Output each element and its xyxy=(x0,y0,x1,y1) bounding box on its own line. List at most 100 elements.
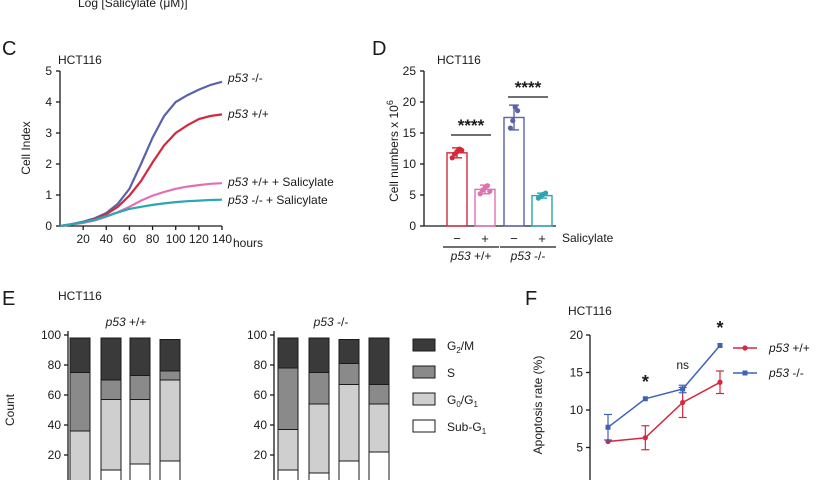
legend-marker-f xyxy=(742,370,748,376)
stack-segment-s-e xyxy=(100,379,122,400)
y-tick-label-d: 10 xyxy=(403,157,417,171)
stack-segment-g0g1-e xyxy=(129,399,151,465)
data-point-f xyxy=(642,396,648,402)
series-label-c: p53 +/+ xyxy=(227,107,269,121)
stack-segment-g2m-e xyxy=(338,339,360,364)
y-axis-label-d: Cell numbers x 106 xyxy=(385,100,401,202)
stack-segment-g2m-e xyxy=(277,337,299,369)
series-lines-c xyxy=(59,80,223,228)
x-tick-label-c: 100 xyxy=(166,232,186,246)
y-tick-label-d: 5 xyxy=(409,188,416,202)
top-caption: Log [Salicylate (μM)] xyxy=(78,0,188,10)
stack-segment-g2m-e xyxy=(159,339,181,372)
y-tick-label-e: 20 xyxy=(254,448,268,462)
data-point-f xyxy=(680,399,686,406)
stack-segment-g0g1-e xyxy=(308,403,330,474)
legend-label-e: G0/G1 xyxy=(447,393,478,409)
treatment-label-d: Salicylate xyxy=(562,231,614,245)
y-tick-label-e: 80 xyxy=(48,358,62,372)
axes-f: 5 10 15 20 xyxy=(570,328,591,480)
stack-segment-s-e xyxy=(69,372,91,432)
y-axis-label-c: Cell Index xyxy=(19,121,33,174)
y-tick-label-f: 20 xyxy=(570,328,584,342)
stack-segment-subg1-e xyxy=(159,460,181,480)
axes-c: 0 1 2 3 4 5 20 40 60 80 100 120 140 xyxy=(45,64,232,246)
y-tick-label-c: 3 xyxy=(45,126,52,140)
significance-d: **** **** xyxy=(451,78,548,136)
stack-segment-s-e xyxy=(308,372,330,405)
y-tick-label-e: 100 xyxy=(41,328,61,342)
stack-segment-subg1-e xyxy=(100,469,122,480)
stacked-bars-e xyxy=(69,337,390,480)
y-tick-label-e: 20 xyxy=(48,448,62,462)
panel-letter-c: C xyxy=(2,38,16,60)
data-point-f xyxy=(680,386,686,392)
y-tick-label-d: 25 xyxy=(403,64,417,78)
stack-segment-subg1-e xyxy=(129,463,151,480)
panel-letter-f: F xyxy=(525,288,537,310)
group-label-d: p53 +/+ xyxy=(450,249,492,263)
legend-e: G2/M S G0/G1 Sub-G1 xyxy=(412,338,487,436)
legend-swatch-e xyxy=(412,365,436,379)
y-tick-label-c: 0 xyxy=(45,219,52,233)
stack-segment-g0g1-e xyxy=(100,399,122,471)
stack-segment-g0g1-e xyxy=(69,430,91,480)
series-line-c xyxy=(59,198,223,228)
stack-segment-g0g1-e xyxy=(368,403,390,453)
y-tick-label-c: 2 xyxy=(45,157,52,171)
x-tick-label-c: 80 xyxy=(146,232,160,246)
series-line-c xyxy=(59,80,223,228)
stack-segment-subg1-e xyxy=(277,469,299,480)
axes-e: 20 40 60 80 100 p53 +/+ 20 40 60 80 100 p53 -/- xyxy=(41,315,348,480)
stack-segment-subg1-e xyxy=(308,472,330,480)
y-tick-label-c: 1 xyxy=(45,188,52,202)
y-tick-label-c: 5 xyxy=(45,64,52,78)
stack-segment-g0g1-e xyxy=(338,384,360,462)
data-point-d xyxy=(515,108,521,114)
y-tick-label-e: 40 xyxy=(254,418,268,432)
data-point-d xyxy=(459,147,465,153)
legend-swatch-e xyxy=(412,338,436,352)
x-tick-label-c: 140 xyxy=(212,232,232,246)
data-point-d xyxy=(487,188,493,194)
y-tick-label-f: 15 xyxy=(570,366,584,380)
stack-segment-g2m-e xyxy=(368,337,390,385)
cell-line-label-d: HCT116 xyxy=(437,53,481,67)
cell-line-label-e: HCT116 xyxy=(58,289,102,303)
y-tick-label-f: 10 xyxy=(570,403,584,417)
annotation-f: ns xyxy=(676,358,689,372)
x-axis-unit-c: hours xyxy=(233,236,263,250)
legend-label-f: p53 -/- xyxy=(768,366,804,380)
y-tick-label-d: 0 xyxy=(409,219,416,233)
cell-line-label-f: HCT116 xyxy=(568,304,612,318)
stack-segment-subg1-e xyxy=(338,460,360,480)
bar-d xyxy=(531,194,553,227)
x-tick-label-c: 60 xyxy=(123,232,137,246)
y-tick-label-e: 40 xyxy=(48,418,62,432)
legend-label-e: S xyxy=(447,366,455,380)
treatment-sign-d: + xyxy=(538,231,546,246)
panel-letter-d: D xyxy=(372,38,386,60)
series-line-c xyxy=(59,113,223,228)
stack-segment-s-e xyxy=(159,370,181,381)
y-tick-label-e: 60 xyxy=(48,388,62,402)
y-axis-label-f: Apoptosis rate (%) xyxy=(531,356,545,455)
annotation-f: * xyxy=(716,318,723,338)
y-tick-label-e: 60 xyxy=(254,388,268,402)
series-label-c: p53 -/- + Salicylate xyxy=(227,193,328,207)
legend-swatch-e xyxy=(412,392,436,406)
series-label-c: p53 -/- xyxy=(227,71,263,85)
treatment-sign-d: − xyxy=(453,231,461,246)
legend-label-e: Sub-G1 xyxy=(447,420,487,436)
significance-label-d: **** xyxy=(458,116,485,135)
legend-marker-f xyxy=(742,345,748,351)
panel-d: D HCT116 Cell numbers x 106 0 5 10 15 20 25 *… xyxy=(372,38,614,263)
group-title-e: p53 +/+ xyxy=(105,315,147,329)
y-tick-label-d: 15 xyxy=(403,126,417,140)
series-line-f xyxy=(607,345,721,428)
stack-segment-g2m-e xyxy=(69,337,91,373)
data-point-d xyxy=(507,125,513,131)
y-tick-label-e: 80 xyxy=(254,358,268,372)
x-tick-label-c: 120 xyxy=(189,232,209,246)
